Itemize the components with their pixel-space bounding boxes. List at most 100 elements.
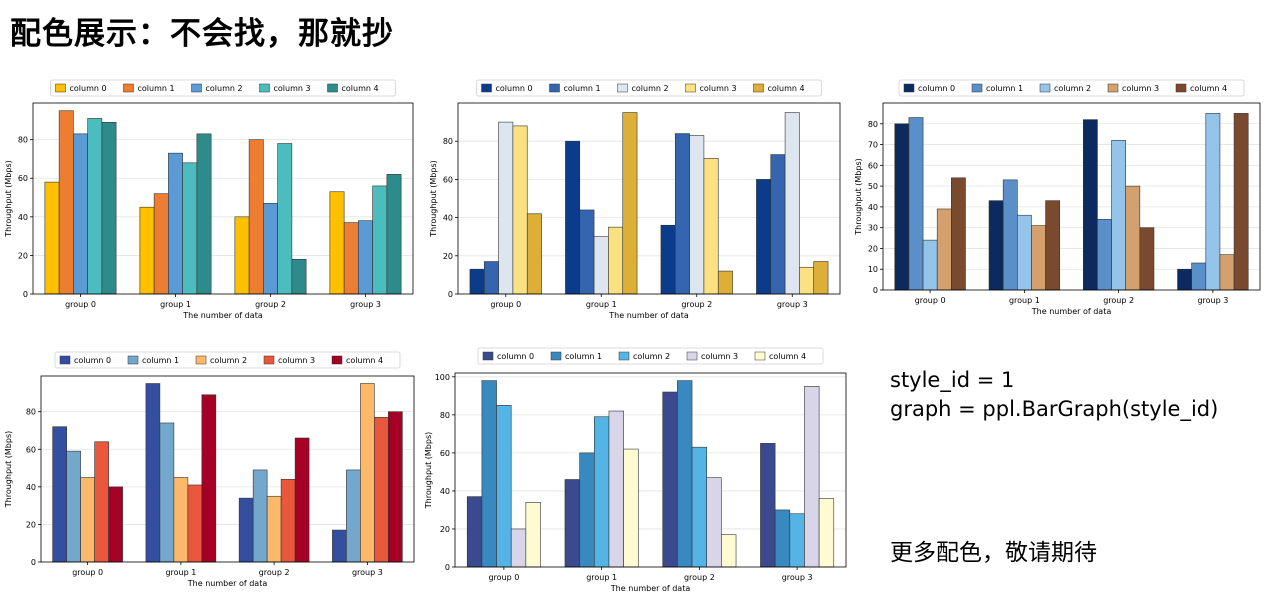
y-tick-label: 50: [868, 182, 878, 191]
legend-swatch: [971, 83, 983, 93]
bar: [1017, 214, 1032, 291]
legend: column 0 column 1 column 2 column 3 column 4: [898, 79, 1245, 97]
bar: [1125, 185, 1141, 291]
bar: [483, 261, 499, 295]
bar-chart-2: 0 20 40 60 80 group 0 group 1 group 2 group 3 The…: [425, 78, 845, 328]
bar: [108, 486, 123, 563]
bar: [266, 495, 282, 563]
y-tick-label: 20: [440, 525, 450, 534]
legend-label: column 2: [633, 352, 670, 361]
legend-label: column 3: [700, 84, 737, 93]
x-axis-label: The number of data: [1031, 307, 1112, 316]
bar: [1219, 254, 1235, 291]
y-tick-label: 0: [23, 290, 28, 299]
bar: [1082, 119, 1098, 291]
bar: [388, 411, 403, 563]
bar: [1045, 200, 1061, 291]
y-tick-label: 20: [18, 251, 28, 260]
bar: [622, 112, 638, 295]
legend-swatch: [618, 351, 630, 361]
bar: [346, 469, 361, 563]
legend-swatch: [754, 351, 766, 361]
x-tick-label: group 3: [352, 568, 383, 577]
bar: [248, 139, 264, 295]
legend-swatch: [331, 355, 343, 365]
bar: [770, 154, 786, 295]
bar: [579, 209, 595, 295]
bar: [277, 143, 293, 295]
x-tick-label: group 0: [72, 568, 103, 577]
bar: [717, 270, 733, 295]
bar: [510, 528, 527, 568]
bar: [168, 152, 183, 295]
legend-label: column 3: [278, 356, 315, 365]
bar: [908, 117, 924, 291]
y-axis-label: Throughput (Mbps): [4, 160, 13, 237]
legend-swatch: [195, 355, 207, 365]
bar: [1177, 268, 1192, 291]
y-tick-label: 40: [26, 483, 36, 492]
y-tick-label: 40: [443, 214, 453, 223]
legend-label: column 1: [564, 84, 601, 93]
y-tick-label: 0: [448, 290, 453, 299]
x-tick-label: group 3: [777, 300, 808, 309]
chart-svg: 0 20 40 60 80 group 0 group 1 group 2 group 3 The…: [4, 351, 415, 588]
bar: [329, 191, 345, 295]
x-tick-label: group 0: [488, 573, 519, 582]
bar: [469, 268, 485, 295]
bar: [804, 386, 820, 568]
bar: [182, 162, 198, 295]
legend: column 0 column 1 column 2 column 3 column 4: [477, 347, 824, 365]
bar: [466, 496, 483, 568]
bar: [565, 140, 581, 295]
legend-swatch: [686, 351, 698, 361]
bar: [481, 380, 497, 568]
bar: [94, 441, 109, 563]
y-tick-label: 40: [440, 487, 450, 496]
x-axis-label: The number of data: [187, 579, 268, 588]
plot-frame: [40, 375, 415, 563]
bar: [66, 450, 81, 563]
bar: [173, 477, 189, 563]
bar: [52, 426, 67, 563]
legend-swatch: [549, 83, 560, 93]
x-tick-label: group 2: [684, 573, 715, 582]
bar: [234, 216, 250, 295]
legend-swatch: [903, 83, 915, 93]
legend-label: column 0: [74, 356, 111, 365]
bar: [677, 380, 693, 568]
bar: [196, 133, 212, 295]
bar: [360, 383, 375, 563]
legend-swatch: [59, 355, 71, 365]
x-tick-label: group 0: [65, 300, 96, 309]
bar: [1002, 179, 1018, 291]
x-tick-label: group 1: [160, 300, 191, 309]
bar: [294, 437, 310, 563]
bar: [332, 529, 347, 563]
bar-chart-1: 0 20 40 60 80 group 0 group 1 group 2 group 3 The…: [0, 78, 420, 328]
page-title: 配色展示：不会找，那就抄: [10, 16, 394, 52]
y-tick-label: 80: [18, 136, 28, 145]
y-tick-label: 10: [868, 265, 878, 274]
x-tick-label: group 3: [782, 573, 813, 582]
legend-swatch: [55, 83, 66, 93]
bar: [818, 498, 835, 568]
x-tick-label: group 1: [586, 300, 617, 309]
bar: [1097, 219, 1112, 291]
y-tick-label: 40: [868, 203, 878, 212]
bar: [813, 261, 829, 295]
x-axis-label: The number of data: [182, 311, 263, 320]
bar: [988, 200, 1004, 291]
x-tick-label: group 0: [915, 296, 946, 305]
code-line-graph: graph = ppl.BarGraph(style_id): [890, 397, 1219, 421]
bar: [139, 206, 155, 295]
bar: [608, 410, 624, 568]
bar: [252, 469, 268, 563]
y-tick-label: 60: [868, 161, 878, 170]
x-tick-label: group 2: [1103, 296, 1134, 305]
y-tick-label: 20: [26, 520, 36, 529]
legend-box: [50, 79, 396, 97]
legend-label: column 1: [986, 84, 1023, 93]
legend-swatch: [127, 355, 139, 365]
bar: [894, 123, 910, 291]
